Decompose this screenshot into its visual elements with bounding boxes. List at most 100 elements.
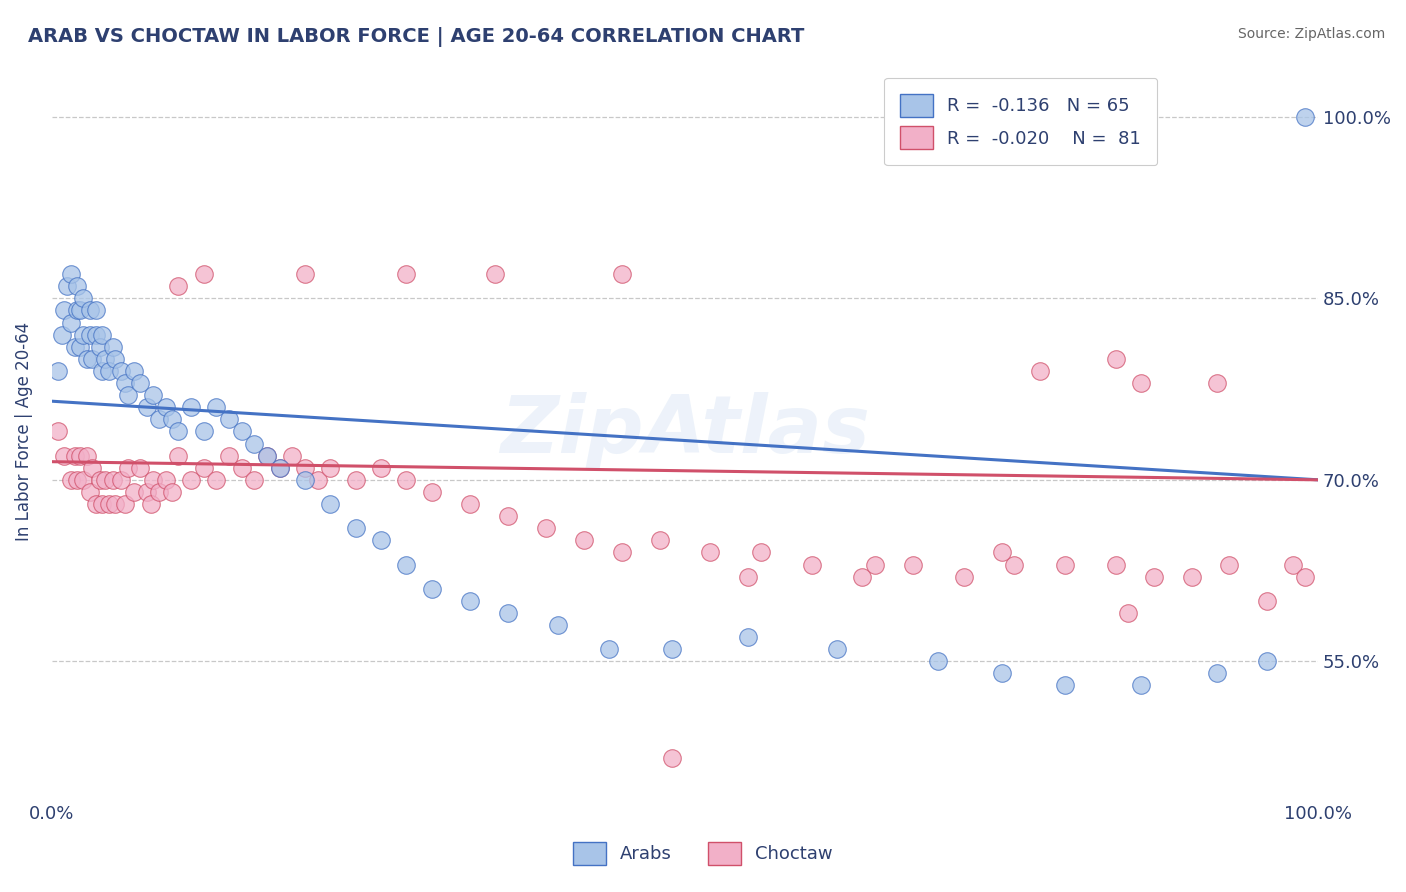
Point bbox=[114, 497, 136, 511]
Point bbox=[101, 473, 124, 487]
Y-axis label: In Labor Force | Age 20-64: In Labor Force | Age 20-64 bbox=[15, 322, 32, 541]
Point bbox=[104, 351, 127, 366]
Point bbox=[294, 473, 316, 487]
Point bbox=[69, 303, 91, 318]
Point bbox=[547, 618, 569, 632]
Point bbox=[63, 340, 86, 354]
Point bbox=[117, 388, 139, 402]
Point bbox=[307, 473, 329, 487]
Point bbox=[294, 267, 316, 281]
Point bbox=[193, 425, 215, 439]
Point bbox=[135, 401, 157, 415]
Point bbox=[395, 558, 418, 572]
Point bbox=[135, 484, 157, 499]
Point bbox=[1295, 569, 1317, 583]
Point bbox=[952, 569, 974, 583]
Point bbox=[370, 533, 392, 548]
Point bbox=[294, 460, 316, 475]
Point bbox=[89, 473, 111, 487]
Point bbox=[142, 473, 165, 487]
Point bbox=[82, 351, 104, 366]
Point bbox=[458, 594, 481, 608]
Point bbox=[598, 642, 620, 657]
Point bbox=[901, 558, 924, 572]
Point bbox=[610, 545, 633, 559]
Point bbox=[167, 425, 190, 439]
Point bbox=[1142, 569, 1164, 583]
Legend: R =  -0.136   N = 65, R =  -0.020    N =  81: R = -0.136 N = 65, R = -0.020 N = 81 bbox=[884, 78, 1157, 166]
Point bbox=[749, 545, 772, 559]
Point bbox=[1205, 666, 1227, 681]
Point bbox=[129, 460, 152, 475]
Point bbox=[84, 303, 107, 318]
Point bbox=[193, 460, 215, 475]
Point bbox=[160, 412, 183, 426]
Point bbox=[1129, 376, 1152, 390]
Legend: Arabs, Choctaw: Arabs, Choctaw bbox=[564, 833, 842, 874]
Point bbox=[863, 558, 886, 572]
Point bbox=[91, 364, 114, 378]
Point bbox=[155, 401, 177, 415]
Point bbox=[94, 351, 117, 366]
Point bbox=[110, 364, 132, 378]
Point bbox=[193, 267, 215, 281]
Text: ARAB VS CHOCTAW IN LABOR FORCE | AGE 20-64 CORRELATION CHART: ARAB VS CHOCTAW IN LABOR FORCE | AGE 20-… bbox=[28, 27, 804, 46]
Point bbox=[155, 473, 177, 487]
Point bbox=[1180, 569, 1202, 583]
Point bbox=[66, 279, 89, 293]
Point bbox=[94, 473, 117, 487]
Point bbox=[101, 340, 124, 354]
Point bbox=[825, 642, 848, 657]
Point bbox=[1281, 558, 1303, 572]
Point bbox=[990, 666, 1012, 681]
Point bbox=[97, 364, 120, 378]
Point bbox=[218, 449, 240, 463]
Point bbox=[1205, 376, 1227, 390]
Point bbox=[1104, 558, 1126, 572]
Point bbox=[851, 569, 873, 583]
Point bbox=[76, 351, 98, 366]
Point bbox=[79, 484, 101, 499]
Point bbox=[53, 303, 76, 318]
Point bbox=[110, 473, 132, 487]
Point bbox=[104, 497, 127, 511]
Point bbox=[69, 340, 91, 354]
Point bbox=[59, 473, 82, 487]
Point bbox=[1256, 594, 1278, 608]
Point bbox=[114, 376, 136, 390]
Point bbox=[496, 509, 519, 524]
Point bbox=[63, 449, 86, 463]
Point bbox=[344, 521, 367, 535]
Point bbox=[72, 327, 94, 342]
Point bbox=[1002, 558, 1025, 572]
Point bbox=[661, 751, 683, 765]
Point bbox=[148, 484, 170, 499]
Point bbox=[1053, 678, 1076, 692]
Point bbox=[319, 497, 342, 511]
Point bbox=[79, 303, 101, 318]
Point bbox=[344, 473, 367, 487]
Point bbox=[231, 460, 253, 475]
Point bbox=[990, 545, 1012, 559]
Point bbox=[59, 267, 82, 281]
Point bbox=[420, 484, 443, 499]
Point bbox=[148, 412, 170, 426]
Point bbox=[91, 497, 114, 511]
Point bbox=[269, 460, 291, 475]
Point bbox=[46, 364, 69, 378]
Point bbox=[1028, 364, 1050, 378]
Point bbox=[76, 449, 98, 463]
Point bbox=[395, 267, 418, 281]
Point bbox=[1116, 606, 1139, 620]
Point bbox=[84, 327, 107, 342]
Point bbox=[122, 364, 145, 378]
Point bbox=[79, 327, 101, 342]
Point bbox=[1218, 558, 1240, 572]
Point bbox=[243, 473, 266, 487]
Point bbox=[737, 630, 759, 644]
Point bbox=[800, 558, 823, 572]
Point bbox=[180, 401, 202, 415]
Point bbox=[66, 303, 89, 318]
Point bbox=[51, 327, 73, 342]
Point bbox=[167, 449, 190, 463]
